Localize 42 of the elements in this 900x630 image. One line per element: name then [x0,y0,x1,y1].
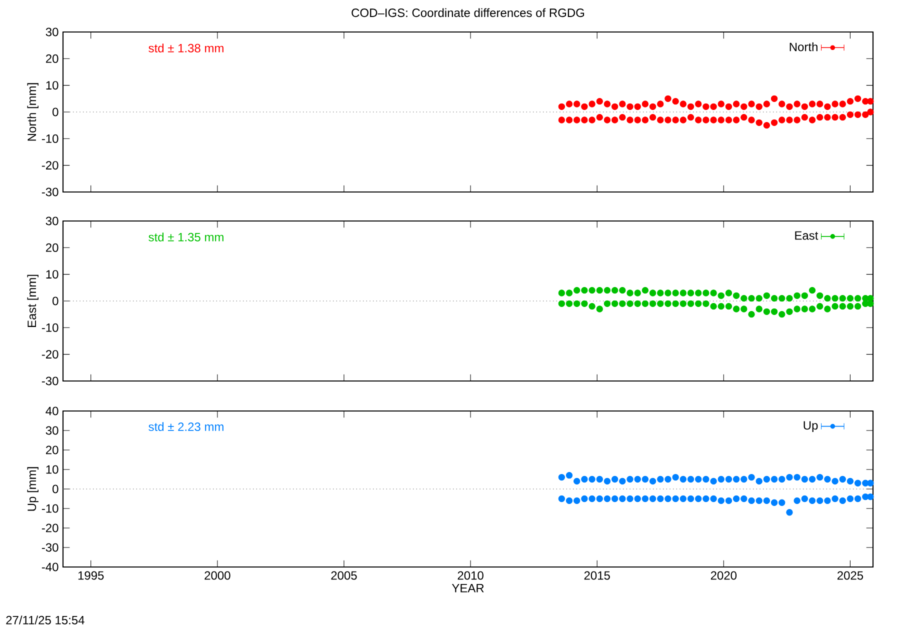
y-tick-label: 30 [46,216,58,226]
y-tick-label: 40 [46,406,58,416]
legend-label: East [795,231,818,240]
x-tick-label: 2000 [204,571,230,580]
y-tick-label: -20 [42,161,58,170]
annotation: std ± 1.38 mm [148,44,224,52]
x-tick-label: 2010 [458,571,484,580]
x-tick-label: 2020 [710,571,737,580]
y-tick-label: 0 [52,296,58,306]
y-axis-title: North [mm] [27,83,38,141]
y-tick-label: 0 [52,108,58,116]
x-tick-label: 2015 [584,571,610,580]
y-tick-label: -30 [42,188,58,196]
y-tick-label: -10 [42,504,58,513]
text: 27/11/25 15:54 [6,616,84,624]
x-tick-label: 1995 [78,571,104,580]
y-tick-label: 20 [46,54,58,63]
y-tick-label: -30 [42,543,58,552]
annotation: std ± 2.23 mm [148,422,224,432]
annotation: std ± 1.35 mm [148,232,224,242]
y-tick-label: 30 [46,28,58,36]
y-axis-title: East [mm] [27,274,38,328]
y-tick-label: 10 [46,465,58,474]
y-tick-label: -10 [42,323,58,332]
y-tick-label: 20 [46,446,58,454]
y-tick-label: 20 [46,243,58,252]
y-tick-label: -20 [42,350,58,359]
y-tick-label: 30 [46,426,58,435]
y-tick-label: 10 [46,81,58,90]
legend-label: North [790,42,818,52]
y-tick-label: 0 [52,484,58,494]
y-axis-title: Up [mm] [27,467,38,511]
y-tick-label: -10 [42,134,58,143]
chart-title: COD–IGS: Coordinate differences of RGDG [352,8,584,18]
y-tick-label: -30 [42,376,58,386]
y-tick-label: -20 [42,524,58,532]
x-tick-label: 2005 [331,571,357,580]
x-tick-label: 2025 [837,571,864,580]
x-axis-title: YEAR [452,584,484,592]
y-tick-label: 10 [46,270,58,279]
legend-label: Up [804,421,818,432]
y-tick-label: -40 [42,562,58,572]
